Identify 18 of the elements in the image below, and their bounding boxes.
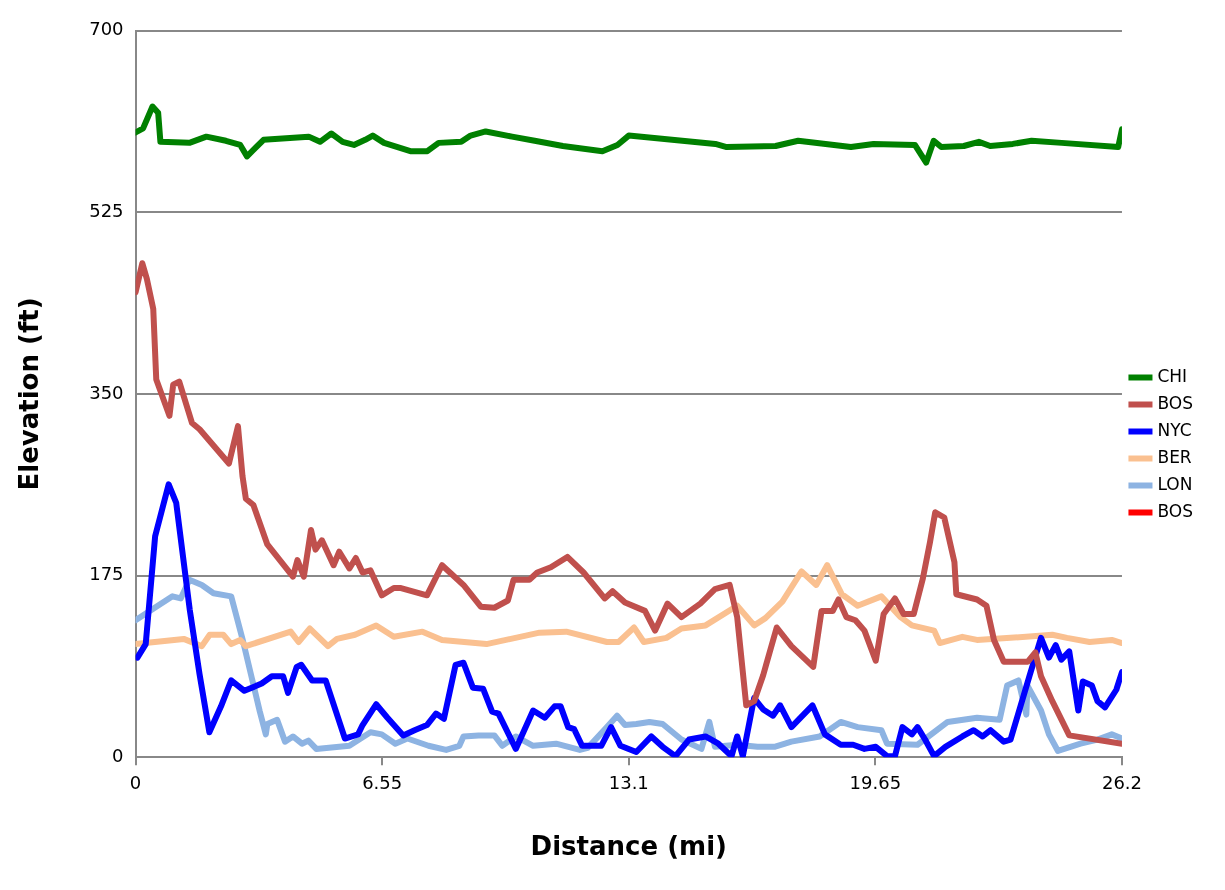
- y-axis-title: Elevation (ft): [14, 297, 45, 491]
- y-tick-label: 175: [89, 563, 124, 585]
- y-tick-label: 0: [112, 744, 124, 766]
- x-tick-label: 13.1: [608, 771, 649, 793]
- legend-label: CHI: [1157, 365, 1188, 386]
- y-tick-label: 350: [89, 381, 124, 403]
- legend-label: NYC: [1157, 419, 1192, 440]
- y-tick-label: 525: [89, 200, 124, 222]
- y-tick-label: 700: [89, 18, 124, 40]
- legend-label: BOS: [1157, 392, 1194, 413]
- x-tick-label: 0: [129, 771, 142, 793]
- x-tick-label: 19.65: [849, 771, 902, 793]
- legend-label: LON: [1157, 473, 1193, 494]
- x-tick-label: 26.2: [1101, 771, 1142, 793]
- x-tick-label: 6.55: [362, 771, 403, 793]
- legend-label: BOS: [1157, 500, 1194, 521]
- legend-label: BER: [1157, 446, 1192, 467]
- x-axis-title: Distance (mi): [530, 831, 727, 862]
